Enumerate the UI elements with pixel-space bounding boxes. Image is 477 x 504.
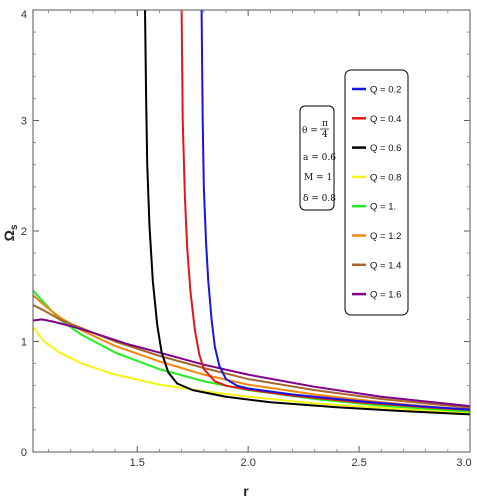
param-a: a = 0.6 <box>303 153 336 163</box>
axes: 1.5 2.0 2.5 3.0 0 1 2 3 4 <box>21 9 472 469</box>
param-delta: δ = 0.8 <box>303 194 336 204</box>
legend: Q = 0.2 Q = 0.4 Q = 0.6 Q = 0.8 Q = 1. Q = 1.… <box>344 69 409 316</box>
param-theta-lhs: θ = <box>302 126 318 136</box>
x-tick-label: 3.0 <box>456 457 471 469</box>
y-axis-label-main: Ω <box>1 230 17 241</box>
y-tick-label: 2 <box>21 226 27 238</box>
legend-frame <box>344 69 409 316</box>
param-theta-numerator: π <box>322 119 328 129</box>
y-axis-label: Ωs <box>1 224 20 241</box>
y-tick-label: 0 <box>21 447 27 459</box>
legend-label-3: Q = 0.8 <box>370 172 401 183</box>
parameter-box: θ = π 4 a = 0.6 M = 1 δ = 0.8 <box>299 105 336 211</box>
series-line-7 <box>33 318 470 408</box>
series-line-6 <box>33 304 470 409</box>
parameter-box-frame <box>299 105 335 211</box>
legend-label-5: Q = 1.2 <box>370 231 401 242</box>
legend-label-1: Q = 0.4 <box>370 114 401 125</box>
series-line-5 <box>33 294 470 412</box>
x-tick-label: 1.5 <box>130 457 145 469</box>
y-axis-label-sub: s <box>9 224 20 230</box>
series-line-3 <box>33 326 470 415</box>
param-theta-denominator: 4 <box>322 130 328 140</box>
y-tick-label: 4 <box>21 9 27 21</box>
legend-items: Q = 0.2 Q = 0.4 Q = 0.6 Q = 0.8 Q = 1. Q = 1.… <box>352 85 401 301</box>
param-M: M = 1 <box>304 173 332 183</box>
series-line-1 <box>180 10 470 412</box>
legend-label-6: Q = 1.4 <box>370 260 401 271</box>
series-line-0 <box>200 10 470 411</box>
legend-label-2: Q = 0.6 <box>370 143 401 154</box>
legend-label-4: Q = 1. <box>370 202 396 213</box>
legend-label-7: Q = 1.6 <box>370 290 401 301</box>
x-axis-label: r <box>243 483 249 499</box>
x-tick-label: 2.5 <box>351 457 366 469</box>
y-tick-label: 3 <box>21 116 27 128</box>
legend-label-0: Q = 0.2 <box>370 85 401 96</box>
y-tick-label: 1 <box>21 337 27 349</box>
x-tick-label: 2.0 <box>241 457 256 469</box>
series-line-2 <box>144 10 470 416</box>
plot-lines <box>33 10 470 416</box>
